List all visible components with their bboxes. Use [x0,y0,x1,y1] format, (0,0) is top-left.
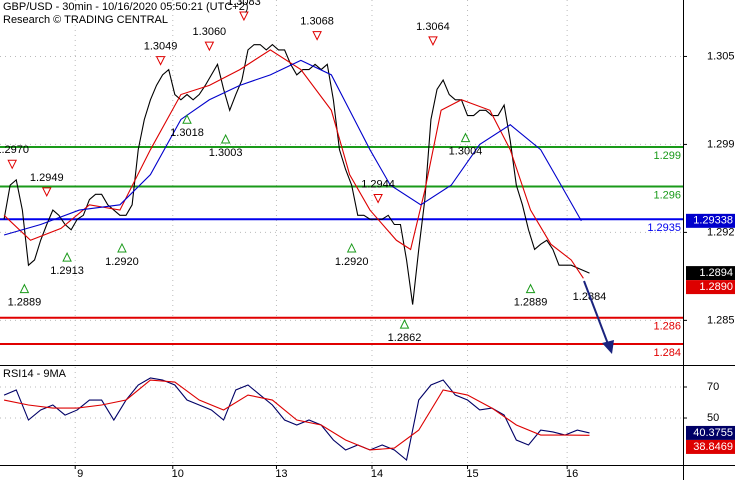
support-marker [117,242,127,253]
annotation-label: 1.2889 [8,297,42,309]
support-marker [220,133,231,144]
annotation-label: 1.3068 [300,16,334,28]
x-tick-label: 10 [172,468,184,480]
x-tick-label: 13 [275,468,287,480]
series-line [3,59,582,236]
resistance-marker [41,187,52,197]
annotation-label: 1.2889 [514,297,548,309]
rsi-title: RSI14 - 9MA [3,368,67,380]
support-marker [460,132,471,143]
annotation-label: 1.3049 [144,40,178,52]
forecast-arrow [583,280,609,345]
annotation-label: 1.3060 [193,26,227,38]
annotation-label: 1.2920 [335,256,369,268]
last-value-label: 1.2890 [699,281,733,293]
annotation-label: 1.2862 [388,332,422,344]
resistance-marker [204,41,215,52]
annotation-label: 1.3018 [170,127,204,139]
last-value-box [686,439,735,454]
last-value-label: 1.29338 [693,215,733,227]
annotation-label: 1.2913 [50,265,84,277]
y-tick-label: 70 [707,381,719,393]
resistance-marker [373,193,383,204]
series-line [3,379,590,451]
annotation-label: 1.3004 [449,146,483,158]
y-tick-label: 1.3059 [707,50,735,62]
level-label: 1.296 [653,189,681,201]
chart-subtitle: Research © TRADING CENTRAL [3,14,168,26]
x-tick-label: 14 [371,468,383,480]
level-label: 1.299 [653,150,681,162]
x-tick-label: 9 [77,468,83,480]
support-marker [62,252,72,262]
y-tick-label: 1.2992 [707,138,735,150]
last-value-label: 40.3755 [693,427,733,439]
chart-title: GBP/USD - 30min - 10/16/2020 05:50:21 (U… [3,1,248,13]
last-value-box [686,266,735,281]
annotation-label: 1.3003 [209,147,243,159]
annotation-label: 1.3083 [227,0,261,8]
y-tick-label: 50 [707,412,719,424]
last-value-box [686,213,735,228]
series-line [3,49,584,279]
support-marker [182,114,192,124]
y-tick-label: 1.2858 [707,314,735,326]
level-label: 1.286 [653,321,681,333]
support-marker [399,318,410,329]
resistance-marker [7,159,18,170]
level-label: 1.2935 [647,222,681,234]
resistance-marker [312,31,322,41]
last-value-label: 38.8469 [693,441,733,453]
support-marker [346,242,357,253]
last-value-box [686,425,735,440]
level-label: 1.284 [653,347,681,359]
annotation-label: 1.3064 [416,21,450,33]
support-marker [19,283,30,294]
resistance-marker [155,56,166,66]
resistance-marker [428,36,438,47]
resistance-marker [239,11,249,22]
annotation-label: 1.2944 [361,178,395,190]
forecast-arrowhead [602,340,614,354]
last-value-label: 1.2894 [699,267,733,279]
last-value-box [686,280,735,295]
annotation-label: 1.2920 [105,256,139,268]
annotation-label: 1.2970 [0,144,29,156]
x-tick-label: 16 [566,468,578,480]
series-line [3,43,590,305]
x-tick-label: 15 [466,468,478,480]
support-marker [525,283,536,294]
annotation-label: 1.2949 [30,172,64,184]
y-tick-label: 1.2925 [707,226,735,238]
